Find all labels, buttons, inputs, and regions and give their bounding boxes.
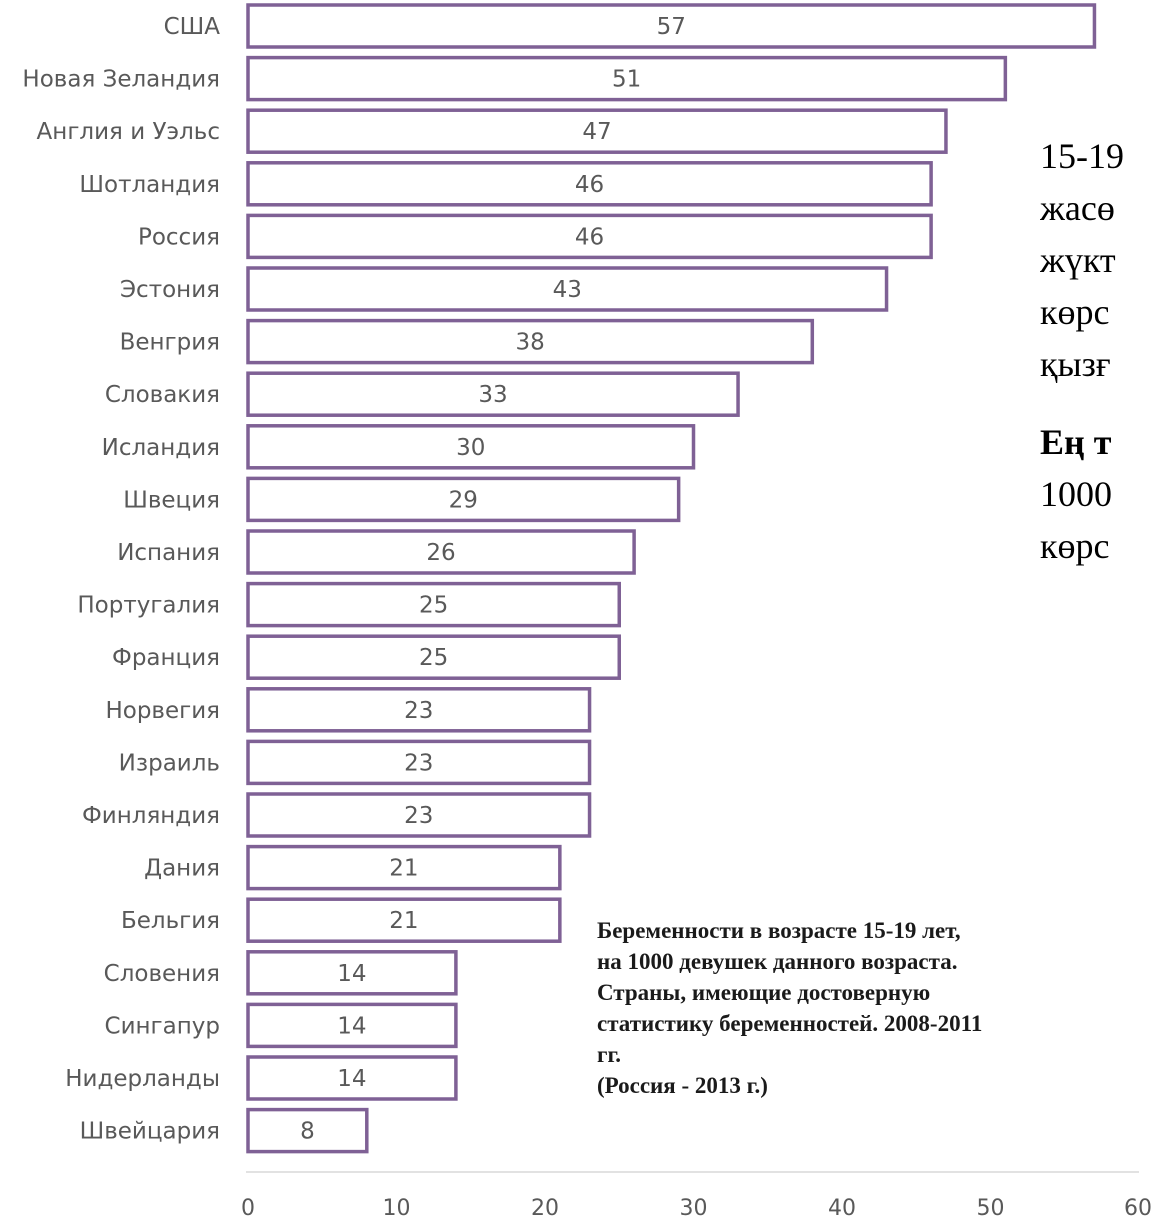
bar xyxy=(246,581,621,628)
category-label: Эстония xyxy=(120,277,220,303)
data-label: 23 xyxy=(404,803,433,829)
chart-note: Беременности в возрасте 15-19 лет, на 10… xyxy=(597,915,1147,1101)
bar xyxy=(246,266,889,312)
note-line: (Россия - 2013 г.) xyxy=(597,1073,768,1098)
bar xyxy=(246,950,458,996)
data-label: 25 xyxy=(419,593,448,619)
bar xyxy=(246,55,1008,102)
category-label: Финляндия xyxy=(82,803,220,829)
side-text-line: көрс xyxy=(1040,292,1110,332)
data-label: 21 xyxy=(389,856,418,882)
category-label: Сингапур xyxy=(105,1013,220,1039)
category-label: Израиль xyxy=(119,750,220,776)
side-text-line: жасө xyxy=(1040,188,1115,228)
side-text-line: көрс xyxy=(1040,526,1110,566)
data-label: 14 xyxy=(337,1013,366,1039)
data-label: 46 xyxy=(575,224,604,250)
category-label: Словакия xyxy=(105,382,220,408)
note-line: Страны, имеющие достоверную xyxy=(597,980,931,1005)
note-line: на 1000 девушек данного возраста. xyxy=(597,949,958,974)
side-text: 15-19 жасө жүкт көрс қызғ Ең т 1000 көрс xyxy=(1040,130,1154,572)
bar xyxy=(246,529,636,575)
data-label: 57 xyxy=(657,14,686,40)
data-label: 38 xyxy=(516,330,545,356)
bar xyxy=(246,634,621,680)
data-label: 30 xyxy=(456,435,485,461)
side-text-gap xyxy=(1040,390,1154,416)
data-label: 51 xyxy=(612,67,641,93)
category-label: Испания xyxy=(117,540,220,566)
side-text-line: 1000 xyxy=(1040,474,1112,514)
note-line: статистику беременностей. 2008-2011 xyxy=(597,1011,983,1036)
bar xyxy=(246,1055,458,1101)
data-label: 23 xyxy=(404,750,433,776)
data-label: 33 xyxy=(478,382,507,408)
bar xyxy=(246,476,681,523)
category-label: Португалия xyxy=(77,593,220,619)
x-tick-label: 30 xyxy=(680,1196,708,1221)
x-tick-label: 50 xyxy=(977,1196,1005,1221)
bar xyxy=(246,1002,458,1049)
bar xyxy=(246,1107,369,1154)
category-label: Франция xyxy=(112,645,220,671)
bar xyxy=(246,3,1097,49)
side-text-line: қызғ xyxy=(1040,344,1111,384)
bar xyxy=(246,844,562,891)
bar xyxy=(246,213,933,260)
x-tick-label: 60 xyxy=(1124,1196,1152,1221)
bar xyxy=(246,108,948,154)
data-label: 21 xyxy=(389,908,418,934)
category-label: Нидерланды xyxy=(65,1066,220,1092)
category-label: Шотландия xyxy=(79,172,220,198)
note-line: Беременности в возрасте 15-19 лет, xyxy=(597,918,961,943)
bar xyxy=(246,739,592,786)
x-tick-label: 0 xyxy=(241,1196,255,1221)
side-text-bold-line: Ең т xyxy=(1040,422,1112,462)
data-label: 14 xyxy=(337,961,366,987)
data-label: 29 xyxy=(449,487,478,513)
category-label: Швеция xyxy=(123,487,220,513)
category-label: Норвегия xyxy=(105,698,220,724)
data-label: 23 xyxy=(404,698,433,724)
category-label: Словения xyxy=(104,961,220,987)
data-label: 47 xyxy=(582,119,611,145)
data-label: 46 xyxy=(575,172,604,198)
bar xyxy=(246,318,815,365)
x-tick-label: 20 xyxy=(531,1196,559,1221)
category-label: Россия xyxy=(138,224,220,250)
x-tick-label: 40 xyxy=(828,1196,856,1221)
bar xyxy=(246,792,592,838)
data-label: 25 xyxy=(419,645,448,671)
category-label: Англия и Уэльс xyxy=(37,119,220,145)
bar xyxy=(246,897,562,943)
category-label: США xyxy=(164,14,221,40)
bar xyxy=(246,371,740,417)
bar xyxy=(246,161,933,207)
category-label: Бельгия xyxy=(121,908,220,934)
bar xyxy=(246,424,696,470)
data-label: 14 xyxy=(337,1066,366,1092)
category-label: Дания xyxy=(144,856,220,882)
note-line: гг. xyxy=(597,1042,622,1067)
category-label: Швейцария xyxy=(80,1119,220,1145)
data-label: 43 xyxy=(553,277,582,303)
category-label: Исландия xyxy=(102,435,220,461)
category-label: Венгрия xyxy=(120,330,220,356)
data-label: 8 xyxy=(300,1119,315,1145)
side-text-line: 15-19 xyxy=(1040,136,1124,176)
side-text-line: жүкт xyxy=(1040,240,1116,280)
data-label: 26 xyxy=(426,540,455,566)
category-label: Новая Зеландия xyxy=(22,67,220,93)
bar xyxy=(246,687,592,733)
x-tick-label: 10 xyxy=(383,1196,411,1221)
